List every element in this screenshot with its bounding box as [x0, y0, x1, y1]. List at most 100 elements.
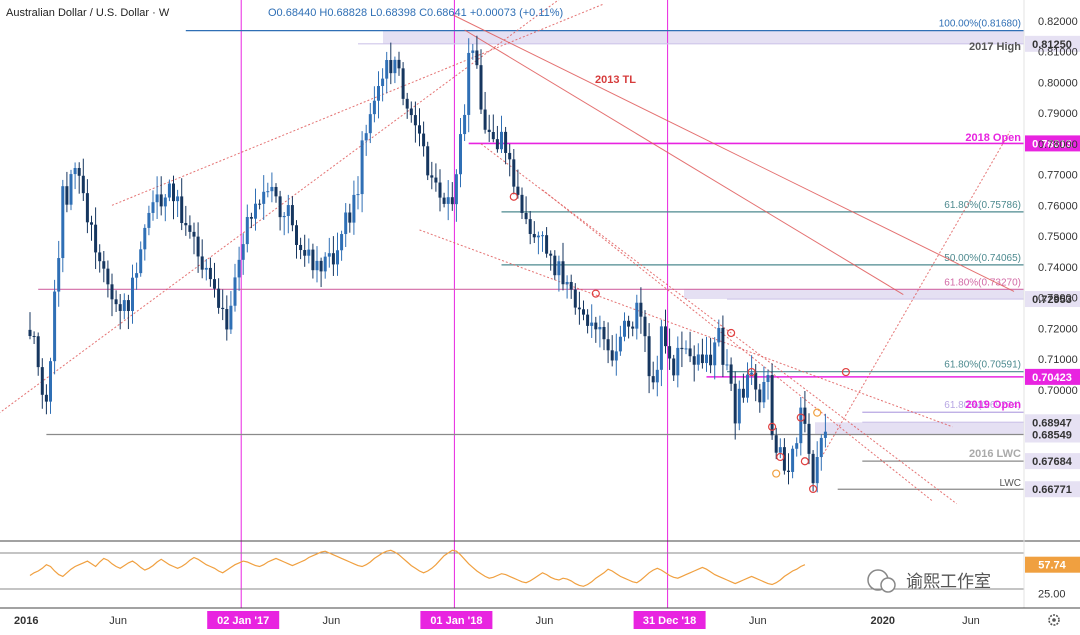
candle-body [815, 457, 819, 484]
candle-body [438, 182, 442, 198]
candle [200, 239, 204, 279]
candle-body [549, 253, 553, 256]
candle [344, 203, 348, 248]
pivot-marker-10 [841, 367, 851, 377]
price-badge-text-13: 0.67684 [1032, 456, 1073, 468]
candle [106, 260, 110, 298]
label-2018-open: 2018 Open [965, 132, 1021, 144]
trend-line-3 [419, 229, 953, 428]
candle [721, 315, 725, 378]
candle-body [586, 314, 590, 326]
price-badge-3 [1025, 135, 1080, 152]
candle-body [258, 203, 262, 205]
pivot-marker-6 [776, 452, 785, 462]
candle [516, 169, 520, 199]
label-lwc: LWC [1000, 478, 1021, 489]
candle [131, 264, 134, 324]
candle [811, 450, 815, 492]
candle [368, 102, 372, 144]
candle [262, 175, 266, 220]
candle-body [426, 146, 430, 176]
candle-body [303, 250, 307, 256]
pivot-marker-1 [509, 192, 518, 201]
candle-body [61, 186, 65, 259]
candle [413, 101, 417, 143]
candle [766, 369, 770, 400]
candle-body [491, 131, 495, 140]
candle-body [377, 86, 380, 101]
date-badge-text-3: 02 Jan '17 [217, 615, 269, 627]
gear-icon[interactable] [1048, 614, 1060, 626]
candle-body [479, 65, 483, 110]
label-2016-lwc: 2016 LWC [969, 448, 1021, 460]
candle-body [610, 350, 614, 361]
candle [102, 250, 106, 283]
candle [151, 190, 155, 221]
candle [823, 413, 827, 448]
candle [787, 453, 790, 485]
price-badge-2 [1025, 35, 1080, 52]
candle-body [81, 175, 85, 194]
candle [381, 68, 385, 102]
candle [737, 380, 741, 431]
settings-button[interactable] [1048, 614, 1060, 626]
candle-body [573, 289, 577, 308]
candle [434, 163, 438, 192]
candle-body [69, 174, 73, 205]
candle-body [393, 59, 397, 74]
level-label-5: 50.00%(0.74065) [944, 253, 1021, 264]
candle [774, 427, 778, 460]
candle-body [524, 212, 528, 220]
candle [479, 49, 483, 115]
candle-body [364, 133, 368, 141]
resistance-zone-2 [684, 289, 1024, 300]
candle [315, 246, 319, 283]
candle [65, 171, 69, 213]
pivot-marker-4 [747, 367, 756, 377]
candle-body [307, 249, 311, 256]
candle-body [90, 222, 93, 225]
candle-body [782, 447, 786, 471]
candle-body [725, 364, 729, 366]
candle-body [475, 50, 479, 66]
candle-body [594, 322, 598, 330]
candle [524, 196, 528, 225]
candle-body [77, 168, 81, 176]
candle [319, 257, 323, 288]
candle [118, 294, 122, 330]
candle-body [483, 109, 487, 130]
candle-body [557, 261, 561, 276]
trend-line-4 [542, 189, 933, 502]
candle [204, 258, 208, 281]
trend-line-8 [820, 131, 1011, 458]
candle [192, 222, 196, 255]
candle-body [143, 227, 147, 250]
candle-body [635, 302, 639, 329]
candle-body [319, 260, 323, 272]
resistance-zone-1 [383, 30, 1024, 44]
candle [508, 143, 512, 177]
candle [758, 383, 762, 413]
candle [754, 364, 758, 402]
candle-body [520, 194, 524, 213]
candle-body [118, 304, 122, 311]
candle-body [65, 186, 69, 205]
candle [454, 169, 458, 222]
candle [700, 338, 704, 369]
candle [278, 190, 282, 231]
candle [618, 325, 622, 356]
candle [352, 180, 356, 235]
candle [819, 434, 823, 471]
candle-body [196, 236, 200, 257]
candle [57, 240, 61, 307]
candle [225, 295, 229, 341]
candle-body [418, 125, 421, 134]
candle-body [94, 224, 98, 253]
candle-body [327, 253, 331, 257]
candle [688, 331, 692, 363]
candle-body [344, 212, 348, 235]
candle-body [459, 134, 462, 175]
candle-body [598, 326, 602, 330]
